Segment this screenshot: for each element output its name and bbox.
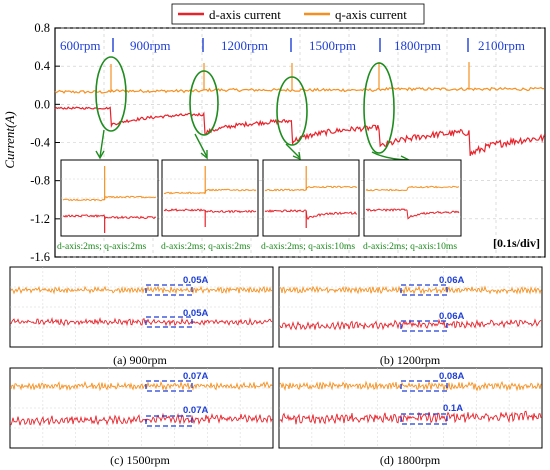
y-tick-label: 0.4	[34, 59, 50, 73]
legend-box	[171, 3, 425, 25]
y-tick-label: -0.8	[30, 174, 50, 188]
speed-label-1200rpm: 1200rpm	[221, 38, 268, 53]
panel-caption-d: (d) 1800rpm	[380, 453, 441, 467]
zoom-arrow	[285, 143, 301, 159]
inset-d-trace	[62, 214, 157, 220]
zoom-inset	[60, 159, 159, 237]
d-ripple-label-b: 0.06A	[439, 311, 464, 322]
zoom-note: d-axis:2ms; q-axis:2ms	[161, 241, 251, 252]
y-tick-label: -0.4	[30, 136, 51, 150]
inset-d-trace	[163, 208, 257, 214]
ripple-panel	[278, 266, 543, 348]
speed-label-900rpm: 900rpm	[130, 38, 170, 53]
panel-q-trace	[279, 380, 542, 392]
speed-label-1500rpm: 1500rpm	[309, 38, 356, 53]
q-ripple-label-c: 0.07A	[183, 371, 208, 382]
y-tick-label: -1.2	[30, 212, 50, 226]
panel-q-trace	[279, 285, 542, 296]
zoom-callouts	[95, 56, 411, 164]
main-chart: 0.8 0.4 0.0 -0.4 -0.8 -1.2 -1.6 Current(A) d-a…	[2, 3, 546, 264]
y-tick-label: 0.8	[34, 21, 50, 35]
zoom-ellipse	[363, 62, 395, 154]
zoom-ellipse	[276, 76, 308, 146]
ripple-panel	[278, 367, 543, 449]
zoom-inset	[161, 159, 259, 237]
zoom-ellipse	[189, 70, 219, 136]
zoom-insets	[60, 159, 462, 237]
d-ripple-box	[400, 413, 448, 425]
y-axis-label: Current(A)	[2, 111, 17, 168]
q-ripple-box	[145, 284, 193, 296]
y-tick-label: 0.0	[34, 97, 50, 111]
ripple-panels	[9, 266, 543, 449]
inset-q-trace	[163, 188, 257, 195]
panel-caption-c: (c) 1500rpm	[110, 453, 170, 467]
panel-q-trace	[10, 285, 273, 295]
ripple-panel	[9, 367, 274, 449]
d-axis-current-series	[54, 106, 546, 156]
zoom-arrow-head	[200, 150, 208, 160]
speed-label-1800rpm: 1800rpm	[394, 38, 441, 53]
zoom-inset	[262, 159, 360, 237]
speed-label-2100rpm: 2100rpm	[478, 38, 525, 53]
speed-label-600rpm: 600rpm	[60, 38, 100, 53]
y-tick-labels: 0.8 0.4 0.0 -0.4 -0.8 -1.2 -1.6	[30, 21, 51, 264]
zoom-note: d-axis:2ms; q-axis:10ms	[261, 241, 355, 252]
panel-d-trace	[10, 316, 273, 327]
panel-d-trace	[279, 318, 542, 331]
zoom-arrow	[194, 133, 208, 158]
ripple-panel	[9, 266, 274, 348]
q-ripple-box	[400, 284, 448, 296]
d-ripple-label-a: 0.05A	[183, 308, 208, 319]
inset-q-trace	[365, 185, 460, 192]
zoom-arrow	[99, 129, 105, 158]
inset-q-trace	[62, 195, 157, 202]
q-ripple-label-d: 0.08A	[439, 371, 464, 382]
zoom-note: d-axis:2ms; q-axis:10ms	[363, 241, 457, 252]
q-ripple-box	[145, 380, 193, 392]
q-axis-spikes	[110, 62, 470, 91]
panel-q-trace	[10, 380, 273, 392]
inset-q-trace	[264, 185, 358, 192]
d-ripple-label-d: 0.1A	[443, 403, 463, 414]
inset-d-trace	[264, 209, 357, 221]
legend: d-axis current q-axis current	[171, 3, 425, 25]
main-grid	[55, 27, 545, 258]
inset-d-trace	[365, 208, 460, 220]
panel-caption-a: (a) 900rpm	[113, 353, 167, 367]
panel-caption-b: (b) 1200rpm	[380, 353, 441, 367]
speed-labels: 600rpm 900rpm 1200rpm 1500rpm 1800rpm 21…	[60, 38, 525, 53]
y-tick-label: -1.6	[30, 250, 50, 264]
zoom-note: d-axis:2ms; q-axis:2ms	[57, 241, 147, 252]
d-ripple-box	[400, 320, 448, 332]
d-ripple-label-c: 0.07A	[183, 405, 208, 416]
legend-q-axis-label: q-axis current	[335, 7, 407, 22]
panel-d-trace	[10, 412, 273, 427]
time-scale-label: [0.1s/div]	[493, 236, 540, 250]
q-ripple-box	[400, 380, 448, 392]
zoom-notes: d-axis:2ms; q-axis:2ms d-axis:2ms; q-axi…	[57, 241, 457, 252]
zoom-arrow-head	[95, 150, 105, 160]
q-ripple-label-a: 0.05A	[183, 275, 208, 286]
zoom-inset	[363, 159, 462, 237]
zoom-arrow-head	[292, 151, 301, 161]
legend-d-axis-label: d-axis current	[209, 7, 281, 22]
d-ripple-box	[145, 316, 193, 328]
zoom-ellipse	[95, 56, 127, 132]
d-ripple-box	[145, 415, 193, 427]
q-ripple-label-b: 0.06A	[439, 275, 464, 286]
panel-d-trace	[279, 410, 542, 425]
q-axis-current-series	[54, 86, 544, 94]
